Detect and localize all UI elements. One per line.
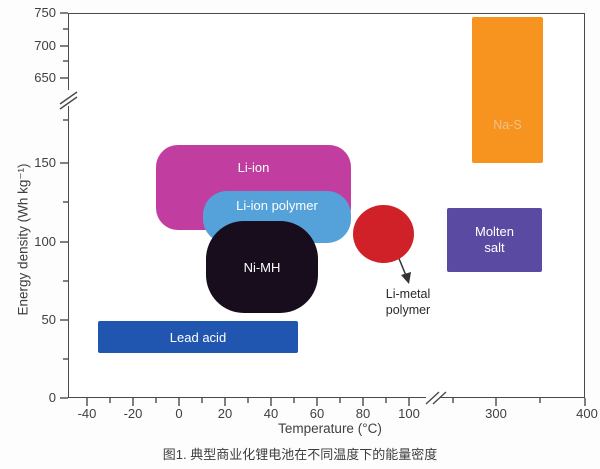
figure-caption: 图1. 典型商业化锂电池在不同温度下的能量密度 <box>162 447 438 462</box>
x-tick-20: 20 <box>217 406 233 421</box>
region-label-li-ion: Li-ion <box>237 160 270 175</box>
y-tick-750: 750 <box>34 5 56 20</box>
region-ni-mh: Ni-MH <box>206 221 318 313</box>
region-na-s: Na-S <box>472 17 543 163</box>
region-li-metal-polymer <box>353 205 414 263</box>
x-tick-400: 400 <box>576 406 598 421</box>
region-label-li-ion-polymer: Li-ion polymer <box>236 198 318 213</box>
y-tick-700: 700 <box>34 38 56 53</box>
region-label-molten-salt: Molten salt <box>474 224 515 255</box>
y-axis-title: Energy density (Wh kg⁻¹) <box>15 163 31 316</box>
x-tick-300: 300 <box>485 406 507 421</box>
y-tick-150: 150 <box>34 155 56 170</box>
x-tick-60: 60 <box>309 406 325 421</box>
x-tick-neg40: -40 <box>77 406 97 421</box>
region-label-ni-mh: Ni-MH <box>243 259 281 275</box>
x-tick-neg20: -20 <box>123 406 143 421</box>
x-tick-80: 80 <box>355 406 371 421</box>
region-label-lead-acid: Lead acid <box>169 329 227 345</box>
region-lead-acid: Lead acid <box>98 321 298 353</box>
annotation-li-metal-polymer: Li-metal polymer <box>385 287 431 317</box>
region-molten-salt: Molten salt <box>447 208 542 272</box>
y-tick-50: 50 <box>41 312 56 327</box>
y-tick-100: 100 <box>34 234 56 249</box>
y-tick-0: 0 <box>48 390 56 405</box>
y-tick-650: 650 <box>34 70 56 85</box>
region-label-na-s: Na-S <box>493 118 522 132</box>
x-tick-100: 100 <box>398 406 420 421</box>
x-axis-title: Temperature (°C) <box>278 421 382 436</box>
x-tick-40: 40 <box>263 406 279 421</box>
x-tick-0: 0 <box>175 406 183 421</box>
